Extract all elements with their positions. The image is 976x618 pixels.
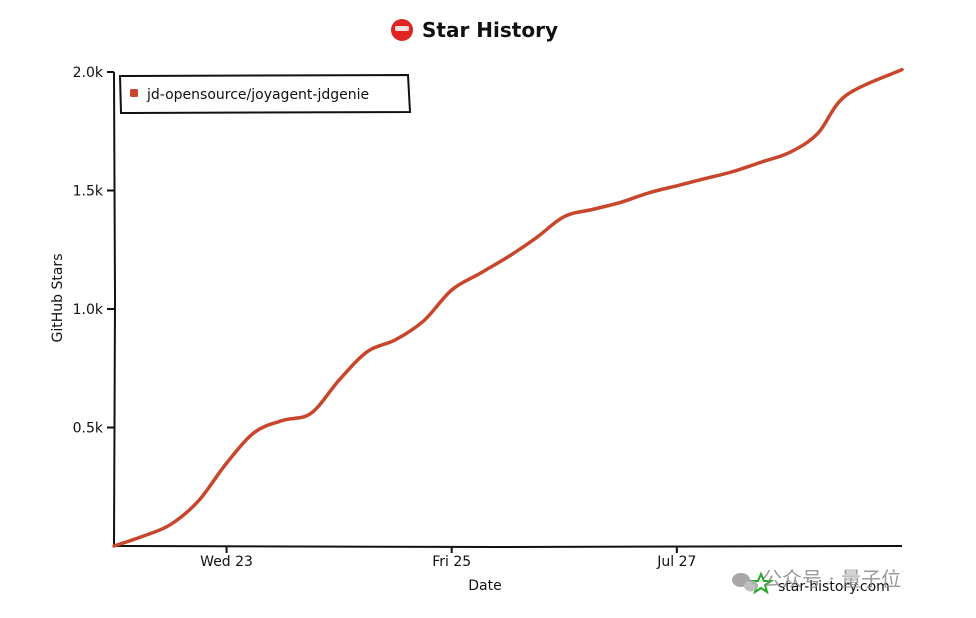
data-point	[169, 523, 172, 526]
chart-title: Star History	[422, 18, 558, 42]
legend: jd-opensource/joyagent-jdgenie	[118, 73, 412, 115]
credit-text: star-history.com	[778, 579, 890, 595]
axes	[113, 71, 903, 549]
data-point	[281, 419, 285, 422]
data-point	[703, 177, 707, 180]
data-point	[337, 378, 341, 382]
legend-series-label: jd-opensource/joyagent-jdgenie	[146, 87, 369, 103]
legend-swatch	[130, 89, 138, 97]
data-point	[197, 499, 200, 503]
data-point	[422, 319, 425, 323]
logo-icon	[391, 19, 413, 41]
data-point	[675, 184, 679, 187]
y-axis-label: GitHub Stars	[50, 254, 66, 343]
data-point	[253, 431, 256, 434]
watermark-text: 公众号 · 量子位	[762, 567, 901, 591]
wechat-icon	[732, 573, 758, 592]
y-axis-line	[113, 71, 117, 547]
data-point	[506, 255, 510, 259]
data-point	[225, 461, 228, 465]
y-tick-label: 2.0k	[73, 65, 104, 81]
data-point	[731, 170, 735, 173]
data-point	[844, 94, 847, 97]
y-tick-label: 1.5k	[73, 184, 104, 200]
legend-box	[118, 73, 412, 115]
data-point	[760, 160, 763, 164]
x-tick-label: Wed 23	[200, 554, 253, 570]
data-point	[534, 236, 538, 240]
data-point	[309, 412, 313, 415]
data-point	[563, 215, 566, 218]
data-point	[140, 535, 144, 538]
y-tick-label: 0.5k	[73, 421, 104, 437]
data-point	[478, 272, 482, 275]
y-tick-label: 1.0k	[73, 302, 104, 318]
data-point	[112, 544, 116, 548]
chart-title-group: Star History	[391, 18, 558, 42]
data-point	[394, 338, 397, 341]
x-ticks: Wed 23 Fri 25 Jul 27	[200, 546, 696, 570]
watermark: 公众号 · 量子位	[732, 567, 901, 592]
y-ticks: 0.5k 1.0k 1.5k 2.0k	[73, 65, 114, 437]
data-point	[647, 191, 650, 195]
data-point	[816, 132, 819, 135]
data-point	[900, 68, 904, 71]
data-point	[619, 201, 622, 204]
x-axis-label: Date	[468, 578, 501, 594]
data-point	[788, 151, 791, 154]
series-layer	[112, 67, 904, 548]
data-point	[366, 350, 369, 353]
x-axis-line	[113, 545, 903, 549]
series-line	[112, 67, 904, 548]
data-point	[591, 208, 594, 211]
data-point	[450, 288, 453, 292]
x-tick-label: Fri 25	[432, 554, 471, 570]
x-tick-label: Jul 27	[656, 554, 696, 570]
